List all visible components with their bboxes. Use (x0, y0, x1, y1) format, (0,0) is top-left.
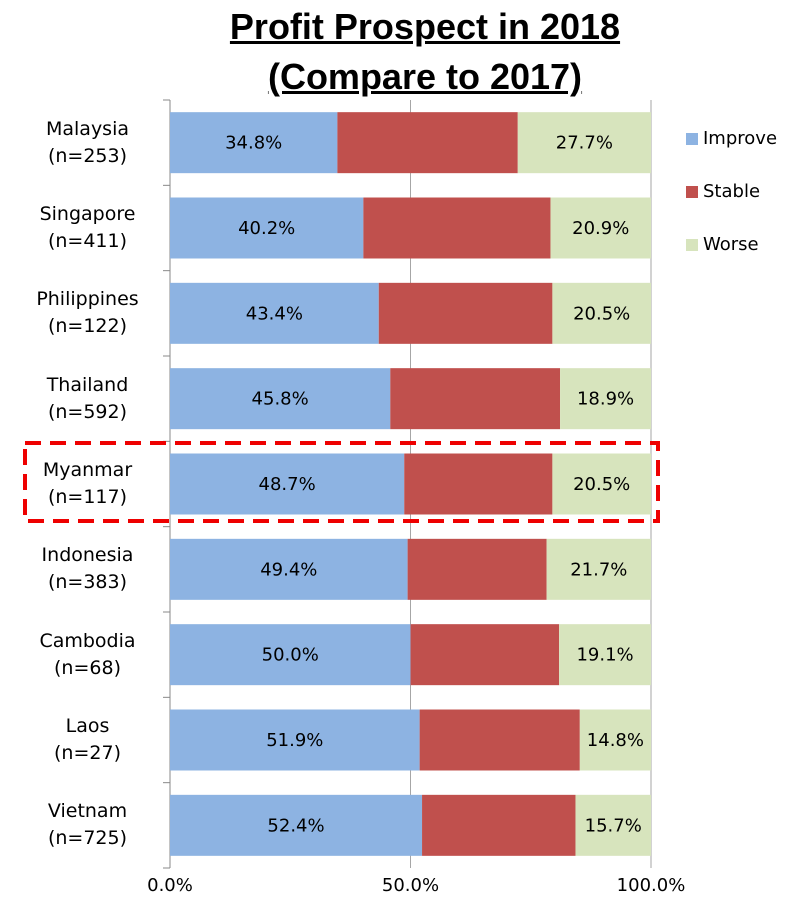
y-tick-label: Indonesia (n=383) (41, 544, 134, 594)
bar-segment (560, 368, 651, 430)
bar-segment (170, 453, 405, 515)
data-label: 51.9% (266, 730, 323, 751)
y-tick-label: Cambodia (n=68) (39, 629, 136, 679)
bar-segment (579, 709, 651, 771)
data-label: 20.9% (572, 218, 629, 239)
legend-swatch (686, 133, 698, 145)
bar-segment (170, 197, 364, 259)
bar-segment (552, 453, 651, 515)
y-tick-label: Malaysia (n=253) (45, 117, 130, 167)
bar-segment (410, 624, 560, 686)
bar-segment (404, 453, 553, 515)
bar-segment (378, 282, 553, 344)
data-label: 20.5% (573, 474, 630, 495)
y-tick-label: Laos (n=27) (54, 715, 121, 764)
bar-segment (170, 368, 391, 430)
bar-segment (559, 624, 651, 686)
data-label: 14.8% (587, 730, 644, 751)
x-tick-label: 100.0% (617, 875, 686, 896)
data-label: 27.7% (556, 133, 613, 154)
bar-segment (170, 709, 420, 771)
data-label: 19.1% (576, 645, 633, 666)
bar-segment (550, 197, 651, 259)
x-tick-label: 50.0% (382, 875, 439, 896)
data-label: 18.9% (577, 389, 634, 410)
chart-title: Profit Prospect in 2018 (Compare to 2017… (229, 6, 621, 97)
bar-segment (170, 282, 379, 344)
data-label: 52.4% (267, 815, 324, 836)
bar-segment (170, 624, 411, 686)
bar-segment (419, 709, 580, 771)
data-label: 45.8% (252, 389, 309, 410)
y-tick-label: Singapore (n=411) (39, 203, 136, 252)
legend-label: Worse (703, 234, 759, 255)
legend-swatch (686, 186, 698, 198)
bar-segment (170, 794, 423, 856)
data-label: 43.4% (246, 303, 303, 324)
data-label: 15.7% (585, 815, 642, 836)
data-label: 50.0% (262, 645, 319, 666)
bar-segment (170, 112, 338, 174)
bar-segment (337, 112, 518, 174)
bar-segment (575, 794, 651, 856)
legend-label: Stable (703, 181, 760, 202)
y-tick-label: Thailand (n=592) (46, 373, 129, 423)
bar-segment (363, 197, 551, 259)
data-label: 20.5% (573, 303, 630, 324)
data-label: 48.7% (259, 474, 316, 495)
data-label: 49.4% (260, 559, 317, 580)
y-tick-label: Myanmar (n=117) (42, 459, 133, 508)
data-label: 21.7% (570, 559, 627, 580)
bar-segment (390, 368, 561, 430)
bar-segment (546, 538, 651, 600)
x-tick-label: 0.0% (147, 875, 193, 896)
bar-segment (517, 112, 651, 174)
y-tick-label: Vietnam (n=725) (47, 800, 128, 850)
data-label: 34.8% (225, 133, 282, 154)
bar-segment (552, 282, 651, 344)
bar-segment (407, 538, 547, 600)
data-label: 40.2% (238, 218, 295, 239)
legend-swatch (686, 239, 698, 251)
legend-label: Improve (703, 128, 777, 149)
y-tick-label: Philippines (n=122) (36, 288, 139, 338)
bar-segment (170, 538, 408, 600)
highlight-box (23, 441, 660, 523)
bar-segment (422, 794, 576, 856)
